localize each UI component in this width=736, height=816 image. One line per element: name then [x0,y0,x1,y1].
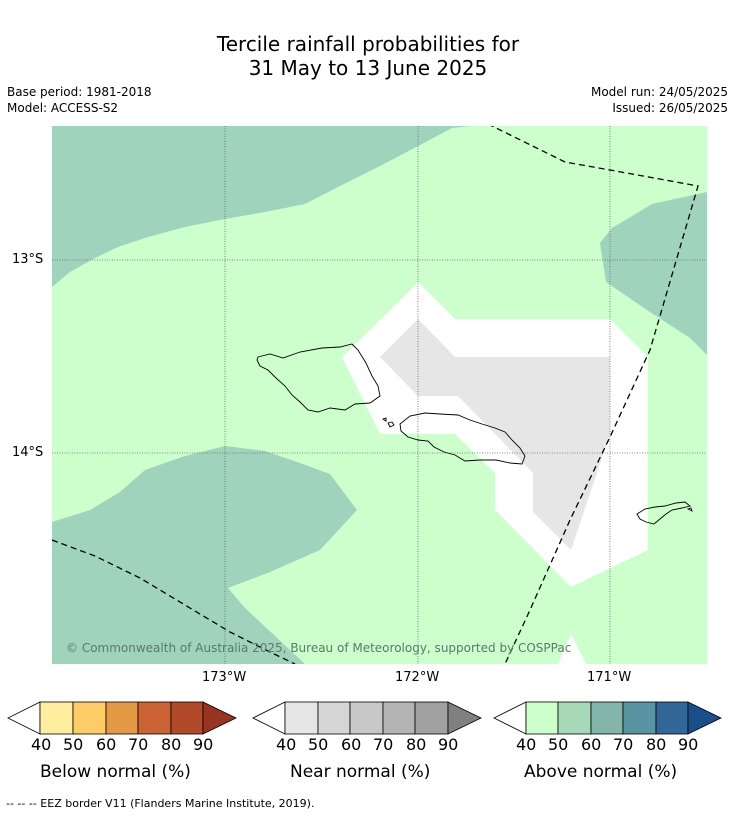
tick: 90 [193,735,214,754]
tick: 80 [646,735,667,754]
tick: 40 [276,735,297,754]
lat-label-14s: 14°S [12,445,44,460]
model-run: Model run: 24/05/2025 [590,85,728,99]
map-title-line2: 31 May to 13 June 2025 [248,56,488,80]
colorbar-below-under [7,701,41,735]
tutuila-island [636,501,691,525]
eez-border [52,126,699,664]
tick: 80 [406,735,427,754]
lon-label-171w: 171°W [587,670,632,685]
tick: 40 [31,735,52,754]
issued-date: Issued: 26/05/2025 [612,101,728,115]
colorbar-near-label: Near normal (%) [290,762,431,782]
eez-legend-note: -- -- -- EEZ border V11 (Flanders Marine… [6,797,315,810]
colorbar-near [252,701,482,735]
savaii-island [256,343,381,413]
copyright-notice: © Commonwealth of Australia 2025, Bureau… [66,641,572,655]
upolu-island [399,412,526,465]
colorbar-below [7,701,237,735]
tick: 70 [373,735,394,754]
colorbar-below-label: Below normal (%) [40,762,191,782]
tick: 60 [581,735,602,754]
above-normal-50-region-southwest [52,446,357,664]
lon-label-173w: 173°W [202,670,247,685]
tick: 50 [308,735,329,754]
map-panel [52,126,707,664]
colorbar-below-over [202,701,237,735]
tick: 60 [341,735,362,754]
manono-island [387,421,395,428]
tick: 50 [63,735,84,754]
tick: 50 [548,735,569,754]
islands [256,343,693,525]
above-normal-50-region-east [600,192,707,355]
aunuu-island [686,507,693,512]
graticule [52,126,707,664]
tick: 90 [678,735,699,754]
tick: 90 [438,735,459,754]
tick: 80 [161,735,182,754]
apolima-island [381,417,387,422]
lat-label-13s: 13°S [12,252,44,267]
near-normal-40-region-south [558,634,586,664]
tick: 60 [96,735,117,754]
tick: 40 [516,735,537,754]
lon-label-172w: 172°W [395,670,440,685]
model-name: Model: ACCESS-S2 [7,101,119,115]
base-period: Base period: 1981-2018 [7,85,152,99]
colorbar-above-label: Above normal (%) [524,762,678,782]
map-title-line1: Tercile rainfall probabilities for [216,32,520,56]
tick: 70 [128,735,149,754]
above-normal-50-region-north [52,126,470,287]
colorbar-above [493,701,722,735]
tick: 70 [613,735,634,754]
near-normal-50-region [380,319,610,550]
